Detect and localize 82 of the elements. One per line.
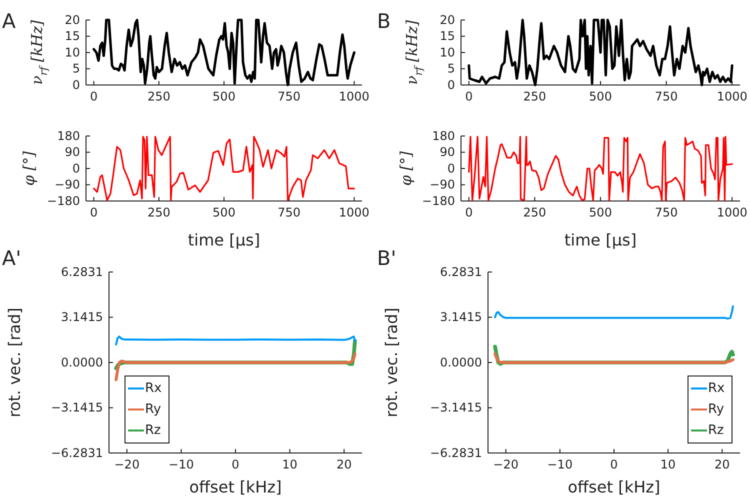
x-tick-label: 250 bbox=[147, 90, 170, 104]
y-tick-label: −6.2831 bbox=[50, 446, 103, 460]
legend-label: Rz bbox=[708, 423, 724, 438]
y-tick-label: 0 bbox=[447, 78, 455, 92]
y-tick-label: 20 bbox=[440, 12, 455, 27]
x-axis-title: offset [kHz] bbox=[568, 477, 660, 496]
x-tick-label: −20 bbox=[493, 458, 519, 472]
y-tick-label: 20 bbox=[64, 12, 80, 27]
y-tick-label: 15 bbox=[64, 29, 80, 44]
legend-label: Ry bbox=[145, 402, 162, 418]
x-tick-label: 1000 bbox=[716, 206, 748, 220]
y-tick-label: 10 bbox=[64, 45, 80, 60]
x-tick-label: 1000 bbox=[338, 90, 370, 104]
y-tick-label: 15 bbox=[440, 29, 455, 44]
y-tick-label: −180 bbox=[422, 194, 455, 208]
x-tick-label: 750 bbox=[654, 206, 678, 220]
x-tick-label: 20 bbox=[714, 458, 730, 472]
y-tick-label: 180 bbox=[57, 128, 80, 143]
y-tick-label: 0 bbox=[72, 161, 80, 176]
y-tick-label: −6.2831 bbox=[430, 446, 482, 460]
x-tick-label: 10 bbox=[282, 458, 298, 472]
y-tick-label: 3.1415 bbox=[61, 310, 103, 324]
line-series bbox=[114, 352, 356, 382]
x-tick-label: 500 bbox=[589, 90, 612, 104]
x-tick-label: 750 bbox=[654, 90, 678, 104]
x-tick-label: −10 bbox=[168, 458, 194, 472]
x-tick-label: 500 bbox=[212, 90, 236, 104]
y-tick-label: 5 bbox=[447, 62, 455, 76]
y-tick-label: 6.2831 bbox=[440, 264, 482, 279]
chart-title: A bbox=[2, 9, 16, 33]
y-tick-label: −3.1415 bbox=[430, 400, 482, 415]
x-tick-label: 500 bbox=[589, 206, 612, 220]
x-tick-label: 1000 bbox=[716, 90, 748, 104]
x-axis-title: time [μs] bbox=[188, 230, 260, 250]
x-axis-title: offset [kHz] bbox=[189, 477, 282, 496]
x-tick-label: −20 bbox=[114, 458, 140, 472]
chart-title: B' bbox=[377, 246, 396, 270]
x-tick-label: 250 bbox=[523, 90, 546, 104]
line-series bbox=[468, 136, 733, 202]
legend-label: Rx bbox=[145, 381, 162, 396]
line-series bbox=[494, 352, 734, 364]
line-series bbox=[494, 305, 734, 320]
chart-title: A' bbox=[2, 246, 22, 270]
y-axis-title: rot. vec. [rad] bbox=[382, 308, 402, 418]
y-tick-label: 0.0000 bbox=[61, 355, 103, 370]
y-tick-label: 180 bbox=[432, 128, 455, 143]
x-tick-label: 20 bbox=[336, 458, 352, 472]
x-tick-label: 250 bbox=[523, 206, 546, 220]
line-series bbox=[92, 18, 356, 86]
x-tick-label: 500 bbox=[212, 206, 236, 220]
y-tick-label: −180 bbox=[47, 194, 80, 208]
y-tick-label: 5 bbox=[72, 62, 80, 76]
y-axis-title: rot. vec. [rad] bbox=[5, 308, 24, 418]
legend-label: Rz bbox=[145, 423, 162, 438]
y-tick-label: 90 bbox=[64, 145, 80, 160]
y-tick-label: −90 bbox=[430, 178, 455, 192]
x-tick-label: 750 bbox=[278, 206, 301, 220]
x-tick-label: 1000 bbox=[338, 206, 370, 220]
line-series bbox=[115, 336, 356, 346]
x-tick-label: −10 bbox=[547, 458, 573, 472]
y-tick-label: 6.2831 bbox=[61, 264, 103, 279]
x-tick-label: 750 bbox=[278, 90, 301, 104]
legend-label: Ry bbox=[708, 402, 724, 418]
y-tick-label: −90 bbox=[54, 178, 80, 192]
y-tick-label: 3.1415 bbox=[440, 310, 482, 324]
line-series bbox=[468, 18, 734, 86]
y-axis-title: φ [°] bbox=[20, 151, 38, 186]
y-tick-label: 0 bbox=[72, 78, 80, 92]
y-tick-label: −3.1415 bbox=[50, 400, 103, 415]
x-tick-label: 10 bbox=[660, 458, 676, 472]
x-tick-label: 0 bbox=[610, 458, 618, 472]
legend-label: Rx bbox=[708, 381, 726, 396]
y-tick-label: 0.0000 bbox=[440, 355, 482, 370]
x-axis-title: time [μs] bbox=[564, 230, 637, 250]
y-axis-title: φ [°] bbox=[396, 151, 415, 186]
x-tick-label: 250 bbox=[147, 206, 170, 220]
x-tick-label: 0 bbox=[232, 458, 240, 472]
y-tick-label: 10 bbox=[440, 45, 455, 60]
line-series bbox=[93, 136, 355, 202]
y-tick-label: 0 bbox=[447, 161, 455, 176]
y-tick-label: 90 bbox=[440, 145, 455, 160]
chart-title: B bbox=[377, 9, 391, 33]
